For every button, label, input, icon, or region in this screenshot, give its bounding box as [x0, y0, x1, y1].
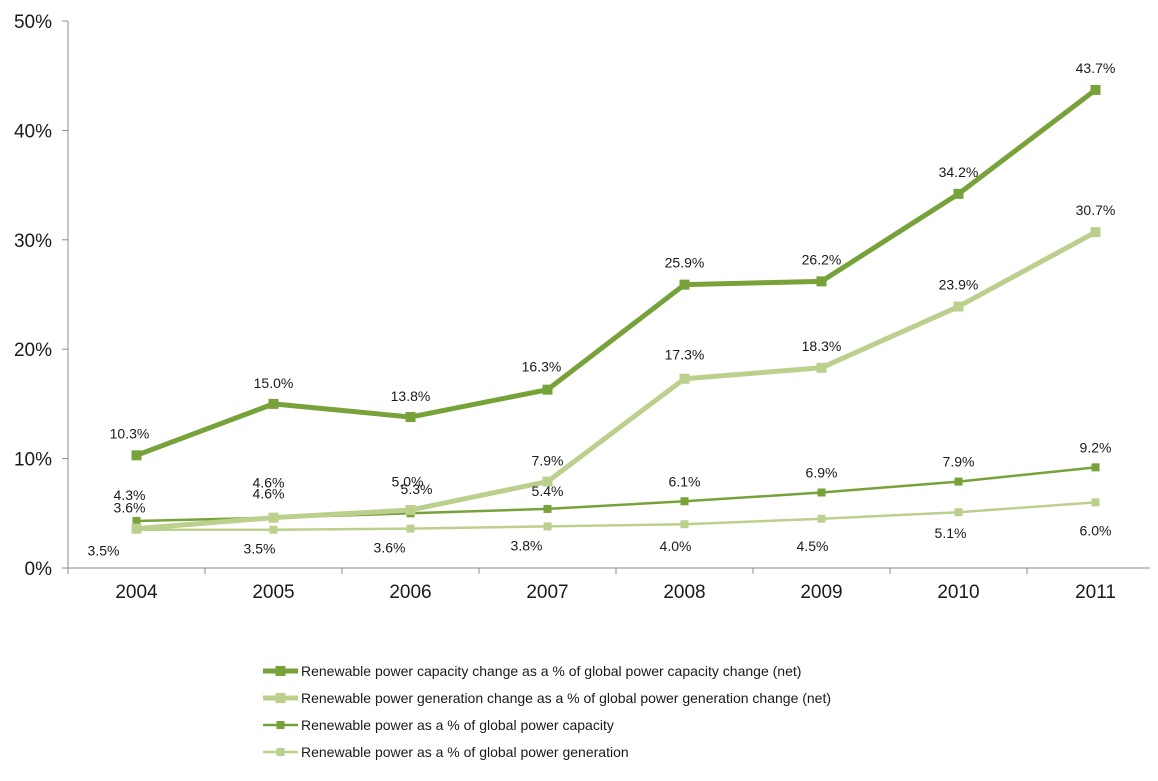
data-point-1	[816, 276, 827, 287]
data-point-4	[543, 522, 552, 531]
data-point-2	[816, 362, 827, 373]
data-point-4	[954, 508, 963, 517]
data-point-3	[543, 504, 552, 513]
x-tick-label: 2004	[115, 582, 158, 603]
data-label: 4.5%	[797, 538, 829, 554]
x-tick-label: 2009	[800, 582, 842, 603]
data-label: 3.6%	[374, 540, 406, 556]
data-label: 3.8%	[511, 537, 543, 553]
data-label: 15.0%	[254, 375, 294, 391]
legend-swatch-marker	[275, 666, 286, 676]
data-point-2	[953, 301, 964, 312]
x-axis-ticks: 2004 2005 2006 2007 2008 2009 2010 2011	[67, 568, 1116, 603]
data-label: 4.3%	[114, 487, 146, 503]
data-labels: 10.3% 15.0% 13.8% 16.3% 25.9% 26.2% 34.2% 43.7%…	[88, 60, 1116, 559]
data-point-1	[953, 188, 964, 199]
data-label: 34.2%	[939, 164, 979, 180]
y-tick-label: 40%	[14, 121, 52, 142]
data-label: 3.5%	[88, 543, 120, 559]
x-tick-label: 2011	[1075, 582, 1116, 603]
x-tick-label: 2006	[389, 582, 431, 603]
data-point-2	[268, 512, 279, 523]
y-tick-label: 50%	[14, 12, 52, 33]
axes	[67, 21, 1150, 569]
data-point-4	[406, 524, 415, 533]
data-label: 25.9%	[665, 255, 705, 271]
data-label: 30.7%	[1076, 202, 1116, 218]
data-label: 9.2%	[1080, 439, 1112, 455]
y-tick-label: 10%	[14, 450, 52, 471]
data-label: 26.2%	[802, 251, 842, 267]
legend-swatch-marker	[275, 693, 286, 703]
series-line-1	[135, 87, 1098, 458]
legend-swatch-marker	[276, 721, 285, 729]
data-label: 6.0%	[1080, 522, 1112, 538]
legend-swatch-marker	[276, 748, 285, 756]
y-tick-label: 0%	[25, 559, 53, 580]
legend-item: Renewable power generation change as a %…	[263, 690, 831, 706]
y-tick-label: 30%	[14, 231, 52, 252]
x-tick-label: 2008	[663, 582, 705, 603]
legend: Renewable power capacity change as a % o…	[263, 663, 831, 760]
legend-item: Renewable power as a % of global power c…	[263, 717, 614, 733]
legend-item: Renewable power as a % of global power g…	[263, 744, 629, 760]
data-point-4	[680, 520, 689, 529]
data-point-2	[542, 476, 553, 487]
data-point-2	[1090, 227, 1101, 238]
data-point-3	[1091, 463, 1100, 472]
data-label: 43.7%	[1076, 60, 1116, 76]
series-line-2	[136, 229, 1097, 532]
data-label: 18.3%	[802, 338, 842, 354]
data-label: 10.3%	[110, 425, 150, 441]
y-axis-ticks: 0% 10% 20% 30% 40% 50%	[14, 12, 68, 580]
data-point-2	[405, 505, 416, 516]
legend-label: Renewable power generation change as a %…	[301, 690, 831, 706]
series-line-4	[136, 501, 1096, 531]
data-point-3	[817, 488, 826, 497]
data-label: 6.1%	[669, 473, 701, 489]
data-point-3	[132, 516, 141, 525]
x-tick-label: 2005	[252, 582, 294, 603]
data-point-1	[542, 384, 553, 395]
data-point-1	[405, 412, 416, 423]
data-label: 3.5%	[244, 541, 276, 557]
data-label: 17.3%	[665, 347, 705, 363]
data-label: 16.3%	[522, 359, 562, 375]
legend-label: Renewable power capacity change as a % o…	[301, 663, 801, 679]
data-point-4	[269, 525, 278, 534]
data-label: 4.6%	[253, 475, 285, 491]
data-label: 7.9%	[943, 454, 975, 470]
data-point-3	[680, 497, 689, 506]
data-point-3	[954, 477, 963, 486]
data-point-1	[268, 398, 279, 409]
series-lines	[131, 84, 1101, 534]
y-tick-label: 20%	[14, 340, 52, 361]
data-point-4	[817, 514, 826, 523]
data-label: 4.6%	[253, 486, 285, 502]
x-tick-label: 2010	[937, 582, 979, 603]
data-point-1	[131, 450, 142, 461]
data-label: 5.3%	[401, 481, 433, 497]
x-tick-label: 2007	[526, 582, 568, 603]
legend-label: Renewable power as a % of global power c…	[301, 717, 614, 733]
data-label: 4.0%	[660, 538, 692, 554]
data-point-2	[679, 373, 690, 384]
data-label: 5.4%	[532, 483, 564, 499]
data-label: 13.8%	[391, 388, 431, 404]
data-point-2	[131, 523, 142, 534]
legend-label: Renewable power as a % of global power g…	[301, 744, 629, 760]
data-label: 7.9%	[532, 453, 564, 469]
data-label: 3.6%	[114, 500, 146, 516]
data-label: 5.1%	[935, 525, 967, 541]
data-label: 23.9%	[939, 277, 979, 293]
data-point-4	[1091, 498, 1100, 507]
legend-item: Renewable power capacity change as a % o…	[263, 663, 801, 679]
data-label: 5.0%	[392, 473, 424, 489]
data-label: 6.9%	[806, 465, 838, 481]
data-point-1	[679, 279, 690, 290]
data-point-1	[1090, 84, 1101, 95]
